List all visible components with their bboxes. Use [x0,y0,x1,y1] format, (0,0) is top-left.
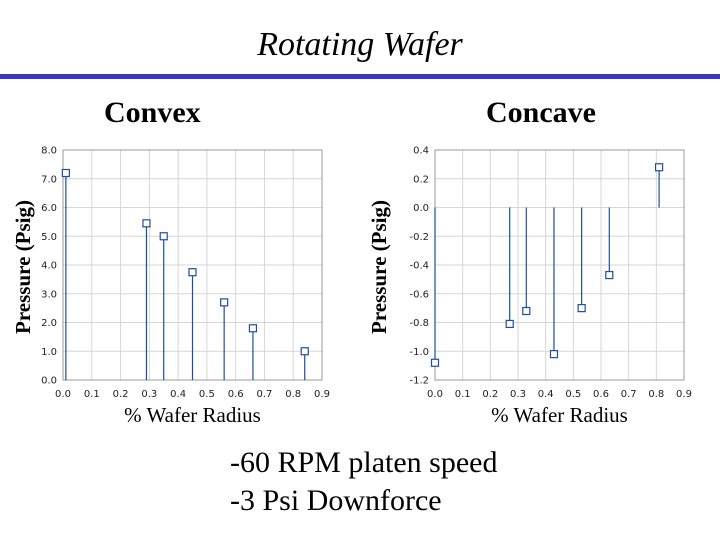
convex-data-point [220,298,229,307]
convex-ytick-label: 0.0 [41,376,57,387]
concave-ytick-label: -0.2 [409,232,429,243]
convex-data-point [248,324,258,333]
concave-ytick-label: -1.2 [409,376,429,387]
convex-data-point [142,219,151,228]
concave-xtick-label: 0.8 [648,389,664,400]
concave-ytick-label: 0.2 [413,174,429,185]
convex-xtick-label: 0.8 [285,389,301,400]
convex-data-point [300,347,309,356]
convex-chart-title: Convex [104,96,201,129]
concave-data-point [549,350,559,359]
convex-ytick-label: 1.0 [41,347,57,358]
convex-ytick-label: 3.0 [41,289,57,300]
concave-data-point [654,163,664,172]
notes-block: -60 RPM platen speed -3 Psi Downforce [230,444,497,520]
concave-ytick-label: -0.6 [409,289,429,300]
concave-xtick-label: 0.4 [538,389,554,400]
convex-xtick-label: 0.2 [113,389,129,400]
convex-x-axis-label: % Wafer Radius [124,403,261,427]
convex-y-axis-label: Pressure (Psig) [11,200,35,334]
note-platen-speed: -60 RPM platen speed [230,446,498,479]
concave-data-point [430,358,440,367]
convex-xtick-label: 0.3 [141,389,157,400]
concave-chart-title: Concave [486,96,596,129]
convex-xtick-label: 0.1 [84,389,100,400]
concave-ytick-label: 0.0 [413,203,429,214]
convex-xtick-label: 0.4 [170,389,186,400]
title-divider [0,74,720,79]
convex-xtick-label: 0.6 [228,389,244,400]
concave-data-point [522,306,531,316]
concave-ytick-label: 0.4 [413,146,429,157]
concave-ytick-label: -0.8 [409,318,429,329]
convex-ytick-label: 8.0 [41,146,57,157]
concave-data-point [505,319,514,329]
convex-data-point [188,268,197,277]
concave-data-point [577,304,586,313]
concave-xtick-label: 0.7 [621,389,637,400]
concave-xtick-label: 0.3 [510,389,526,400]
convex-xtick-label: 0.0 [55,389,71,400]
concave-ytick-label: -0.4 [409,261,429,272]
convex-ytick-label: 7.0 [41,174,57,185]
convex-ytick-label: 4.0 [41,261,57,272]
concave-xtick-label: 0.1 [455,389,471,400]
convex-ytick-label: 5.0 [41,232,57,243]
concave-ytick-label: -1.0 [409,347,429,358]
concave-y-axis-label: Pressure (Psig) [367,200,391,334]
concave-data-point [605,270,614,280]
concave-x-axis-label: % Wafer Radius [491,403,628,427]
concave-xtick-label: 0.6 [593,389,609,400]
note-downforce: -3 Psi Downforce [230,484,442,517]
convex-xtick-label: 0.7 [256,389,272,400]
convex-xtick-label: 0.9 [314,389,330,400]
convex-data-point [159,232,168,241]
concave-xtick-label: 0.2 [482,389,498,400]
concave-xtick-label: 0.9 [676,389,692,400]
slide-title: Rotating Wafer [257,26,463,63]
concave-xtick-label: 0.5 [565,389,581,400]
convex-ytick-label: 6.0 [41,203,57,214]
concave-xtick-label: 0.0 [427,389,443,400]
convex-xtick-label: 0.5 [199,389,215,400]
convex-data-point [61,168,70,178]
convex-ytick-label: 2.0 [41,318,57,329]
